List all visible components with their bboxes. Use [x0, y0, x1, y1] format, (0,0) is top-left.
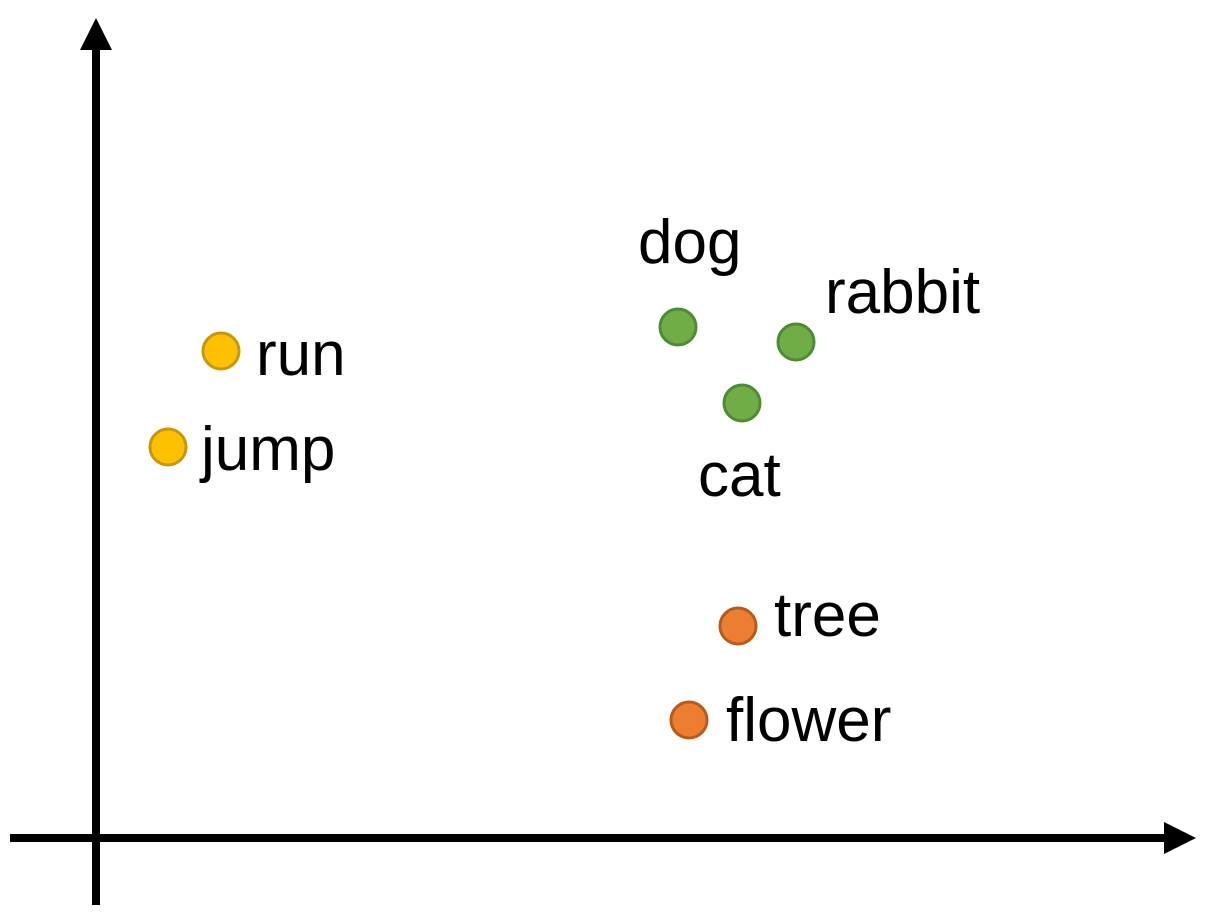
x-axis-arrow	[1164, 822, 1196, 854]
word-run: run	[201, 320, 346, 389]
point-flower	[669, 700, 709, 740]
axes	[10, 18, 1196, 905]
point-run	[201, 331, 241, 371]
word-points: run jump dog rabbit cat tree flower	[148, 208, 980, 755]
label-tree: tree	[774, 581, 881, 650]
label-rabbit: rabbit	[825, 258, 980, 327]
point-dog	[658, 307, 698, 347]
label-run: run	[256, 320, 346, 389]
point-rabbit	[776, 322, 816, 362]
label-flower: flower	[726, 686, 891, 755]
label-jump: jump	[199, 415, 335, 484]
point-cat	[722, 383, 762, 423]
y-axis-arrow	[80, 18, 112, 50]
label-cat: cat	[698, 441, 781, 510]
word-jump: jump	[148, 415, 335, 484]
word-dog: dog	[638, 208, 741, 347]
point-jump	[148, 427, 188, 467]
word-rabbit: rabbit	[776, 258, 980, 362]
word-flower: flower	[669, 686, 891, 755]
point-tree	[718, 606, 758, 646]
word-tree: tree	[718, 581, 881, 650]
label-dog: dog	[638, 208, 741, 277]
word-cat: cat	[698, 383, 781, 510]
